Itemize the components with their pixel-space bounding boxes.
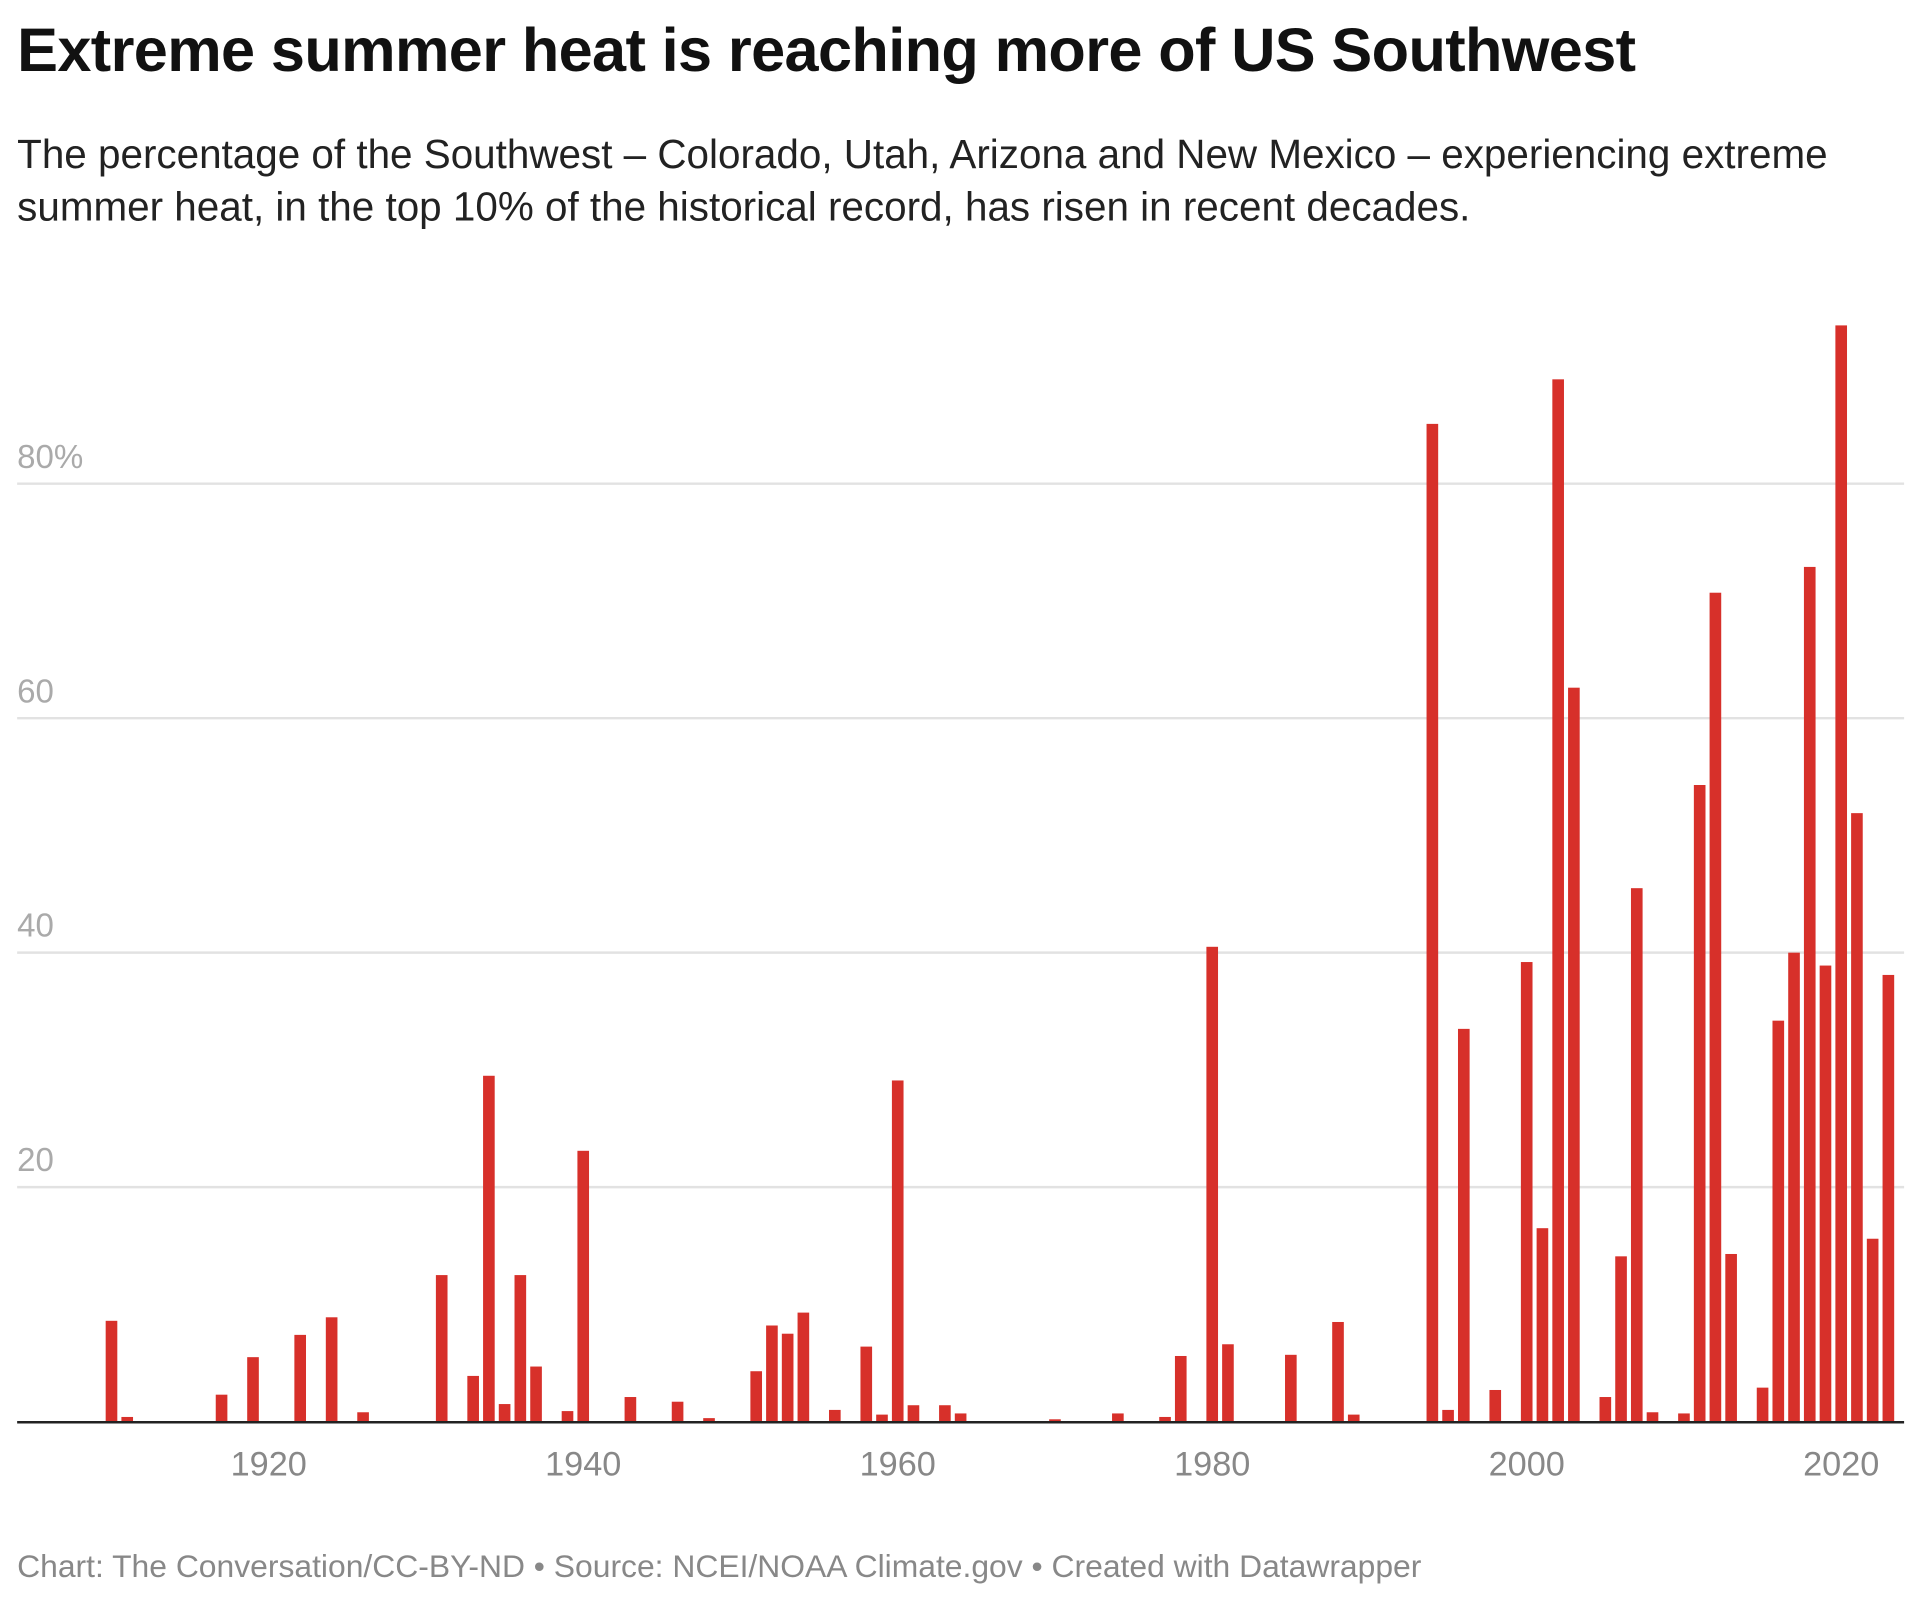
bar-1924: [325, 1317, 338, 1422]
bar-1937: [530, 1366, 542, 1422]
bar-chart: 20 40 60 80% 1920 1940 1960 1980 2000 2020: [17, 325, 1905, 1484]
bar-1926: [357, 1412, 369, 1422]
bar-1939: [561, 1411, 574, 1422]
bar-1911: [121, 1416, 134, 1422]
bar-1931: [435, 1275, 448, 1422]
bar-2018: [1803, 566, 1816, 1422]
bar-1948: [703, 1418, 715, 1422]
bar-2006: [1615, 1256, 1627, 1422]
bar-2001: [1536, 1228, 1549, 1422]
bar-1981: [1222, 1344, 1234, 1422]
bar-2007: [1630, 888, 1643, 1422]
bar-1988: [1332, 1321, 1344, 1422]
y-tick-label: 20: [17, 1142, 54, 1179]
bar-1936: [514, 1275, 527, 1422]
bar-1959: [876, 1414, 888, 1422]
x-tick-label: 1920: [231, 1446, 307, 1484]
bar-1980: [1206, 946, 1219, 1422]
bar-1933: [467, 1375, 479, 1422]
x-axis-ticks: 1920 1940 1960 1980 2000 2020: [231, 1446, 1880, 1484]
chart-footer: Chart: The Conversation/CC-BY-ND • Sourc…: [17, 1547, 1422, 1585]
bar-2020: [1835, 325, 1848, 1422]
bar-1946: [671, 1401, 684, 1422]
bar-1958: [860, 1346, 873, 1422]
bar-1998: [1489, 1389, 1502, 1422]
bar-1994: [1426, 423, 1439, 1422]
bar-2023: [1882, 974, 1895, 1422]
bar-1951: [750, 1371, 763, 1422]
bar-1917: [215, 1394, 228, 1422]
bar-2000: [1520, 962, 1533, 1422]
bar-1952: [766, 1325, 778, 1422]
bar-1943: [624, 1397, 637, 1422]
y-tick-label: 40: [17, 908, 54, 945]
bar-1910: [105, 1320, 118, 1422]
bar-2010: [1678, 1413, 1690, 1422]
bar-1977: [1159, 1416, 1171, 1422]
bar-1922: [294, 1334, 307, 1422]
bar-2013: [1725, 1253, 1737, 1422]
bar-2012: [1709, 592, 1722, 1422]
bar-1940: [577, 1150, 590, 1422]
bar-1985: [1285, 1354, 1297, 1422]
bar-1956: [829, 1409, 841, 1422]
chart-subtitle: The percentage of the Southwest – Colora…: [17, 131, 1828, 229]
gridlines: 20 40 60 80%: [17, 439, 1905, 1189]
bar-2008: [1646, 1412, 1659, 1422]
bar-1989: [1347, 1414, 1360, 1422]
x-tick-label: 1980: [1174, 1446, 1250, 1484]
bar-1919: [247, 1357, 259, 1422]
chart-title: Extreme summer heat is reaching more of …: [17, 15, 1636, 85]
bar-2022: [1866, 1238, 1879, 1422]
bar-1960: [891, 1080, 904, 1422]
bar-2003: [1568, 687, 1580, 1422]
bar-2005: [1599, 1397, 1612, 1422]
x-tick-label: 2000: [1489, 1446, 1565, 1484]
bar-1961: [907, 1405, 920, 1422]
x-tick-label: 1940: [545, 1446, 621, 1484]
bar-1963: [939, 1405, 951, 1422]
bar-1964: [954, 1413, 967, 1422]
bar-2017: [1788, 952, 1800, 1422]
bar-1995: [1442, 1409, 1454, 1422]
y-tick-label: 60: [17, 673, 54, 710]
bar-1978: [1174, 1355, 1187, 1422]
bar-1953: [781, 1333, 794, 1422]
bar-2015: [1756, 1387, 1769, 1422]
x-tick-label: 2020: [1803, 1446, 1879, 1484]
bar-1996: [1457, 1028, 1470, 1422]
bar-2011: [1693, 784, 1706, 1422]
bar-1954: [797, 1312, 810, 1422]
bar-2021: [1851, 813, 1863, 1422]
bar-1974: [1112, 1413, 1124, 1422]
bar-2019: [1819, 965, 1832, 1422]
y-tick-label: 80%: [17, 439, 83, 476]
bar-2002: [1552, 379, 1564, 1422]
bar-1935: [498, 1404, 511, 1422]
bar-2016: [1772, 1020, 1785, 1422]
bar-1934: [483, 1075, 495, 1422]
x-tick-label: 1960: [860, 1446, 936, 1484]
bar-1970: [1049, 1419, 1061, 1422]
bars: [105, 325, 1895, 1422]
